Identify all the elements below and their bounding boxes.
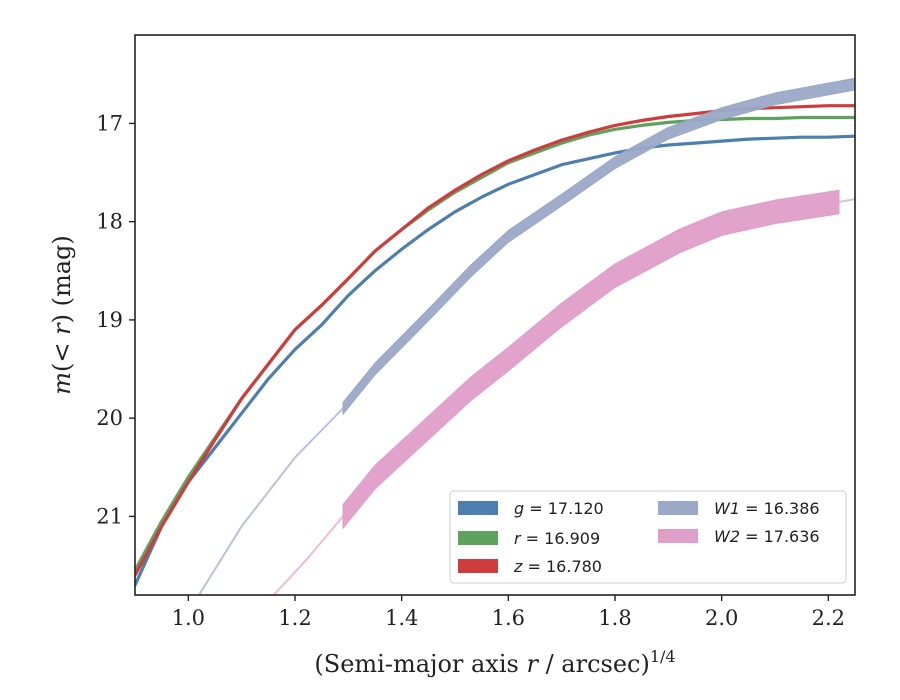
legend-label-z: z = 16.780 (513, 557, 602, 576)
x-tick-label: 1.2 (278, 606, 311, 630)
series-layer (135, 77, 855, 595)
series-w2-extrapolation (272, 515, 344, 595)
y-tick-label: 21 (96, 504, 123, 528)
series-w2-extrapolation-end (838, 198, 855, 203)
legend-swatch-r (458, 531, 498, 545)
x-tick-label: 1.6 (492, 606, 525, 630)
legend-label-w2: W2 = 17.636 (714, 527, 820, 546)
y-tick-label: 17 (96, 111, 123, 135)
y-tick-label: 18 (96, 210, 123, 234)
legend-box (449, 490, 847, 584)
legend-swatch-w2 (658, 529, 698, 543)
x-axis-title: (Semi-major axis r / arcsec)1/4 (314, 647, 675, 678)
x-tick-label: 2.2 (812, 606, 845, 630)
series-g-line (135, 134, 855, 587)
x-tick-label: 1.0 (172, 606, 205, 630)
x-tick-label: 1.4 (385, 606, 418, 630)
x-tick-label: 1.8 (598, 606, 631, 630)
y-tick-label: 19 (96, 308, 123, 332)
y-axis-ticks: 17 18 19 20 21 (96, 111, 135, 528)
y-tick-label: 20 (96, 406, 123, 430)
legend: g = 17.120 r = 16.909 z = 16.780 W1 = 16… (449, 490, 847, 584)
legend-swatch-z (458, 559, 498, 573)
y-axis-title: m(< r) (mag) (48, 235, 76, 395)
legend-label-g: g = 17.120 (514, 499, 604, 518)
x-tick-label: 2.0 (705, 606, 738, 630)
legend-swatch-g (458, 501, 498, 515)
legend-label-r: r = 16.909 (514, 529, 600, 548)
x-axis-ticks: 1.0 1.2 1.4 1.6 1.8 2.0 2.2 (172, 595, 845, 630)
series-w2-band (342, 189, 840, 530)
legend-swatch-w1 (658, 501, 698, 515)
series-w1-band (342, 77, 855, 416)
series-w1-extrapolation (198, 407, 344, 595)
plot-frame (134, 34, 856, 596)
legend-label-w1: W1 = 16.386 (714, 499, 820, 518)
